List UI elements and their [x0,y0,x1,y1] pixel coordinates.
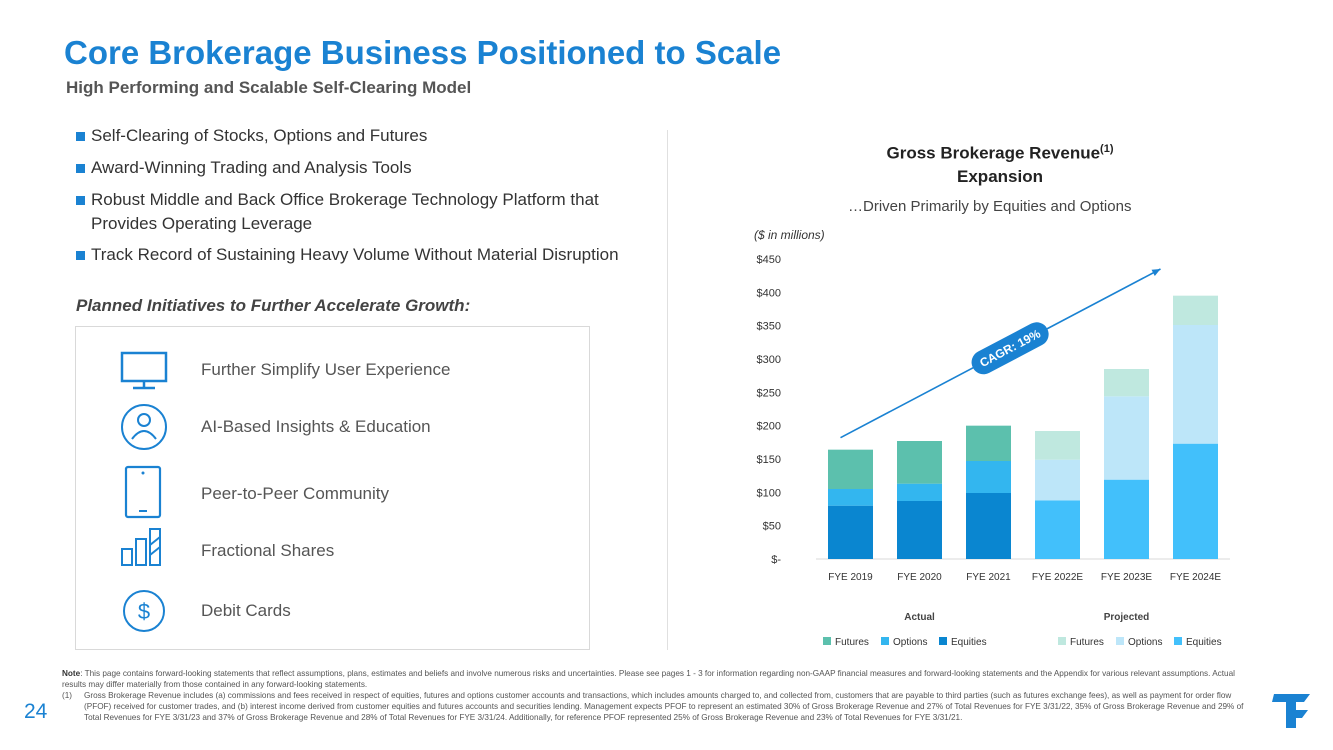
legend-swatch [823,637,831,645]
x-tick-label: FYE 2020 [897,572,942,583]
bullet-text: Track Record of Sustaining Heavy Volume … [91,245,619,264]
tablet-icon [124,465,162,519]
bar-equities [1104,479,1149,559]
bar-options [828,489,873,506]
footnote-text: Gross Brokerage Revenue includes (a) com… [84,691,1244,722]
y-tick-label: $450 [757,254,781,266]
y-tick-label: $350 [757,321,781,333]
initiative-label: Debit Cards [201,601,291,620]
bar-options [1035,459,1080,501]
group-label-actual: Actual [904,612,935,623]
dollar-icon: $ [123,590,165,632]
x-tick-label: FYE 2024E [1170,572,1221,583]
bar-futures [966,425,1011,461]
legend-label: Equities [951,637,987,648]
company-logo-icon [1272,694,1310,728]
x-tick-label: FYE 2019 [828,572,873,583]
initiatives-heading: Planned Initiatives to Further Accelerat… [76,296,471,315]
footnote-paragraph: (1) Gross Brokerage Revenue includes (a)… [62,690,1252,723]
legend-label: Options [893,637,927,648]
page-subtitle: High Performing and Scalable Self-Cleari… [66,78,472,97]
legend-label: Options [1128,637,1162,648]
legend-label: Futures [1070,637,1104,648]
note-paragraph: Note: This page contains forward-looking… [62,668,1252,690]
bar-futures [1104,369,1149,397]
y-tick-label: $- [771,554,781,566]
bar-equities [897,501,942,559]
bar-options [966,461,1011,493]
chart-title-line2: Expansion [957,166,1043,186]
bar-equities [828,505,873,559]
bar-futures [828,449,873,489]
legend-swatch [1174,637,1182,645]
y-tick-label: $250 [757,387,781,399]
bullet-text: Award-Winning Trading and Analysis Tools [91,158,412,177]
bar-options [897,483,942,501]
cagr-arrow-head [1151,269,1161,276]
initiatives-box: Further Simplify User Experience AI-Base… [75,326,590,650]
note-label: Note [62,669,81,678]
bullet-marker [76,196,85,205]
revenue-chart: $- $50 $100 $150 $200 $250 $300 $350 $400 $450 FYE… [757,254,1230,648]
bar-options [1173,325,1218,444]
initiative-label: AI-Based Insights & Education [201,417,431,436]
legend-swatch [881,637,889,645]
note-text: : This page contains forward-looking sta… [62,669,1235,689]
bar-equities [1035,500,1080,559]
y-tick-label: $100 [757,487,781,499]
bullet-marker [76,132,85,141]
bullet-text: Robust Middle and Back Office Brokerage … [91,190,599,233]
legend-label: Futures [835,637,869,648]
user-profile-icon [121,404,167,450]
cagr-badge [971,322,1049,375]
fractional-chart-icon [121,528,161,566]
svg-text:$: $ [138,599,150,624]
chart-units: ($ in millions) [754,228,825,242]
bullet-marker [76,164,85,173]
y-tick-label: $150 [757,454,781,466]
y-tick-label: $300 [757,354,781,366]
initiative-label: Peer-to-Peer Community [201,484,390,503]
initiative-label: Fractional Shares [201,541,335,560]
chart-title-text: Gross Brokerage Revenue [886,143,1101,163]
bar-futures [1173,295,1218,325]
footnotes: Note: This page contains forward-looking… [62,668,1252,723]
legend-swatch [1058,637,1066,645]
x-tick-label: FYE 2021 [966,572,1011,583]
x-tick-label: FYE 2022E [1032,572,1083,583]
bar-futures [897,441,942,484]
monitor-icon [120,351,168,390]
x-tick-label: FYE 2023E [1101,572,1152,583]
footnote-number: (1) [62,691,73,700]
bar-futures [1035,431,1080,460]
page-title: Core Brokerage Business Positioned to Sc… [64,34,782,71]
legend-label: Equities [1186,637,1222,648]
bar-equities [1173,443,1218,559]
group-label-projected: Projected [1104,612,1150,623]
y-tick-label: $400 [757,287,781,299]
y-tick-label: $200 [757,421,781,433]
bullet-marker [76,251,85,260]
chart-subtitle: …Driven Primarily by Equities and Option… [848,198,1132,215]
chart-title-footnote: (1) [1100,143,1114,155]
initiative-label: Further Simplify User Experience [201,360,451,379]
y-tick-label: $50 [763,521,781,533]
legend-swatch [939,637,947,645]
bar-options [1104,396,1149,480]
column-divider [667,130,668,650]
legend-swatch [1116,637,1124,645]
chart-title: Gross Brokerage Revenue(1) Expansion [830,138,1170,188]
bar-equities [966,493,1011,559]
page-number: 24 [24,700,48,723]
bullet-text: Self-Clearing of Stocks, Options and Fut… [91,126,428,145]
